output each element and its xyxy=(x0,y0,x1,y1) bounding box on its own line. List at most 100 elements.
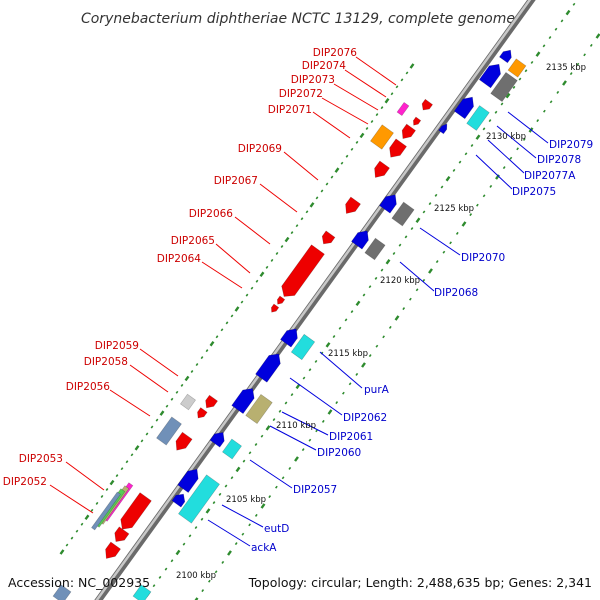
tick-mark xyxy=(215,335,219,339)
tick-mark xyxy=(380,268,384,272)
tick-mark xyxy=(294,456,299,462)
gene-label-dip2072: DIP2072 xyxy=(279,88,323,100)
tick-mark xyxy=(120,467,124,471)
tick-mark xyxy=(240,300,244,304)
tick-mark xyxy=(374,276,378,280)
gene-label-dip2074: DIP2074 xyxy=(302,60,347,72)
gene-label-dip2053: DIP2053 xyxy=(19,453,63,465)
gene-label-dip2075: DIP2075 xyxy=(512,186,556,198)
tick-mark xyxy=(338,326,342,330)
tick-mark xyxy=(548,36,552,40)
tick-mark xyxy=(375,113,379,117)
gene-dip2074-shape xyxy=(396,101,410,117)
tick-mark xyxy=(75,529,79,533)
tick-mark xyxy=(248,523,251,527)
tick-mark xyxy=(422,278,426,282)
gene-dip2061a-shape xyxy=(231,388,255,415)
tick-mark xyxy=(284,401,288,405)
gene-dip2072-shape xyxy=(401,123,416,140)
tick-mark xyxy=(205,349,209,353)
kbp-tick-labels: 2100 kbp 2105 kbp 2110 kbp 2115 kbp 2120… xyxy=(176,63,586,581)
gene-dip2073 xyxy=(413,116,422,126)
gene-dip2053d-shape xyxy=(91,491,121,531)
gene-label-dip2064: DIP2064 xyxy=(157,253,202,265)
tick-mark xyxy=(315,429,318,433)
tick-mark xyxy=(214,570,218,574)
gene-dip2061 xyxy=(245,393,273,425)
tick-mark xyxy=(194,526,198,530)
tick-mark xyxy=(576,62,580,66)
tick-mark xyxy=(482,194,486,198)
tick-mark xyxy=(482,127,486,131)
tick-mark xyxy=(345,154,349,158)
gene-dip2078-shape xyxy=(478,63,501,89)
gene-dip2068a-shape xyxy=(351,230,369,250)
gene-dip2078 xyxy=(478,63,501,89)
tick-mark xyxy=(589,43,593,47)
gene-label-dip2069: DIP2069 xyxy=(238,143,282,155)
gene-label-dip2073: DIP2073 xyxy=(291,74,335,86)
tick-mark xyxy=(359,132,365,139)
tick-mark xyxy=(355,372,359,376)
tick-mark xyxy=(565,9,571,16)
tick-mark xyxy=(314,359,318,363)
tick-mark xyxy=(368,285,372,289)
tick-mark xyxy=(140,439,144,443)
kbp-label-2100: 2100 kbp xyxy=(176,571,216,581)
gene-label-dip2060: DIP2060 xyxy=(317,447,361,459)
tick-mark xyxy=(170,397,174,401)
tick-mark xyxy=(502,166,506,170)
tick-mark xyxy=(530,60,534,64)
tick-mark xyxy=(224,484,228,488)
tick-mark xyxy=(583,53,586,57)
tick-mark xyxy=(272,418,276,422)
gene-dip2050-shape xyxy=(105,541,121,559)
gene-label-dip2068: DIP2068 xyxy=(434,287,478,299)
tick-mark xyxy=(230,476,234,480)
tick-mark xyxy=(562,80,567,86)
gene-dip2064b xyxy=(271,303,280,313)
tick-mark xyxy=(159,410,165,416)
tick-track-far-right xyxy=(194,33,600,600)
gene-label-eutd: eutD xyxy=(264,523,289,535)
tick-mark xyxy=(170,559,174,563)
tick-mark xyxy=(308,438,312,442)
gene-labels-left: DIP2076 DIP2074 DIP2073 DIP2072 DIP2071 … xyxy=(3,47,358,488)
tick-mark xyxy=(245,293,249,297)
tick-mark xyxy=(488,119,492,123)
gene-dip2076-shape xyxy=(421,98,433,111)
gene-dip2068a xyxy=(351,230,369,250)
gene-dip2073-shape xyxy=(413,116,422,126)
gene-dip2058-shape xyxy=(180,393,196,411)
gene-dip2051 xyxy=(114,526,130,543)
tick-mark xyxy=(522,137,526,141)
tick-mark xyxy=(250,286,254,290)
tick-mark xyxy=(265,265,269,269)
tick-mark xyxy=(402,307,406,311)
tick-mark xyxy=(165,404,169,408)
tick-mark xyxy=(445,175,451,182)
tick-mark xyxy=(382,335,385,339)
tick-mark xyxy=(302,376,306,380)
tick-mark xyxy=(542,44,546,48)
tick-mark xyxy=(270,258,274,262)
gene-dip2077a xyxy=(453,96,474,120)
tick-mark xyxy=(281,476,285,480)
tick-mark xyxy=(535,51,541,57)
gene-dip2060b-shape xyxy=(222,438,242,460)
tick-mark xyxy=(440,185,444,189)
tick-mark xyxy=(464,152,468,156)
gene-label-dip2077a: DIP2077A xyxy=(524,170,576,182)
tick-mark xyxy=(409,297,412,301)
gene-dip2060 xyxy=(209,431,225,448)
tick-mark xyxy=(342,391,345,395)
tick-mark xyxy=(105,488,109,491)
gene-dip2066-shape xyxy=(321,230,336,245)
tick-mark xyxy=(212,501,216,505)
tick-mark xyxy=(442,250,446,254)
tick-mark xyxy=(278,409,282,413)
gene-dip2068-shape xyxy=(364,237,386,261)
tick-mark xyxy=(350,147,354,151)
tick-mark xyxy=(334,167,340,173)
gene-dip2060-shape xyxy=(209,431,225,448)
